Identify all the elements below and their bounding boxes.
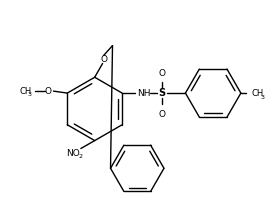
- Text: O: O: [100, 55, 107, 64]
- Text: CH: CH: [251, 88, 264, 97]
- Text: 3: 3: [261, 94, 265, 99]
- Text: CH: CH: [20, 86, 32, 95]
- Text: O: O: [158, 69, 165, 78]
- Text: NH: NH: [137, 88, 151, 97]
- Text: O: O: [45, 86, 52, 95]
- Text: S: S: [158, 88, 165, 98]
- Text: 2: 2: [79, 153, 83, 158]
- Text: O: O: [158, 110, 165, 119]
- Text: 3: 3: [28, 91, 32, 96]
- Text: NO: NO: [66, 148, 80, 157]
